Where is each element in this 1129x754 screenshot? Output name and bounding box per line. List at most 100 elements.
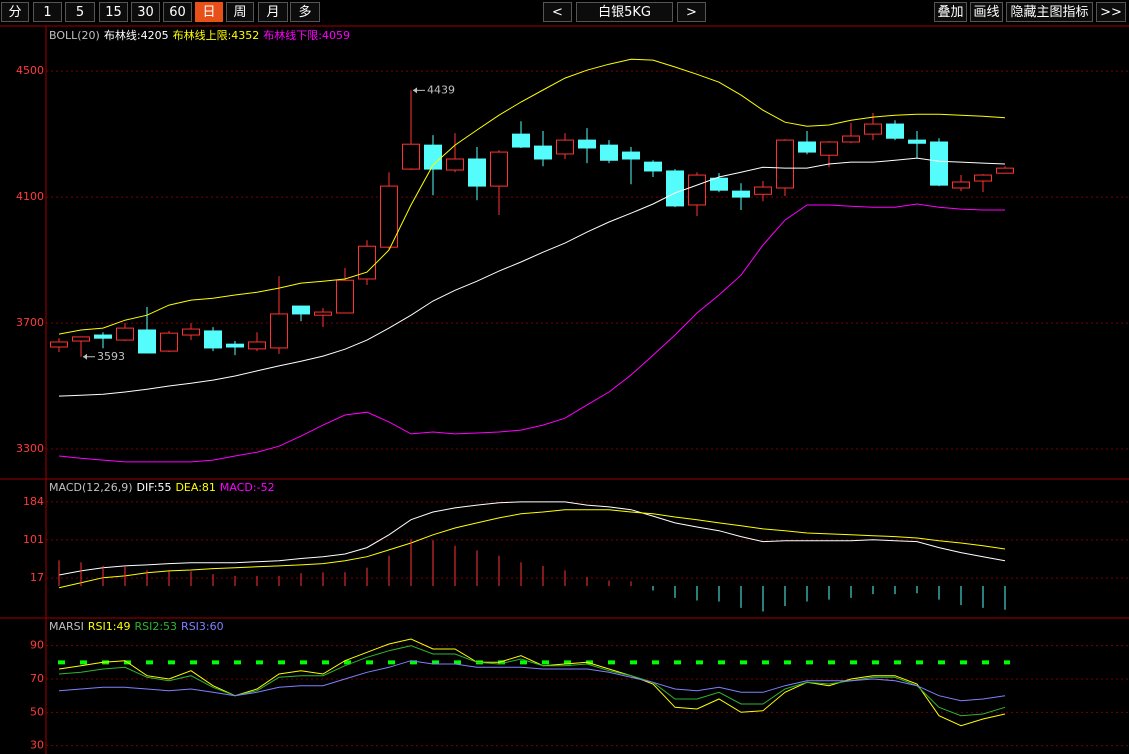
candle-body [886, 123, 904, 139]
period-button[interactable]: 分 [1, 2, 29, 22]
annotation-label: 4439 [427, 83, 455, 96]
legend-value: 49 [116, 620, 130, 633]
y-tick-label: 17 [30, 571, 44, 584]
y-tick-label: 90 [30, 639, 44, 652]
panel-title: MACD(12,26,9) [49, 481, 133, 494]
candle-body [160, 332, 178, 352]
candle-body [820, 141, 838, 156]
candle-body [600, 144, 618, 161]
candle-body [248, 341, 266, 350]
period-button[interactable]: 15 [99, 2, 128, 22]
y-tick-label: 101 [23, 533, 44, 546]
period-button[interactable]: 5 [65, 2, 95, 22]
candle-body [666, 170, 684, 207]
candle-body [732, 190, 750, 198]
period-button[interactable]: 月 [258, 2, 288, 22]
candle-body [908, 139, 926, 144]
legend-value: 55 [157, 481, 171, 494]
legend-value: 60 [210, 620, 224, 633]
period-button[interactable]: 30 [131, 2, 160, 22]
tool-button[interactable]: >> [1096, 2, 1126, 22]
legend-label: RSI2: [134, 620, 163, 633]
legend-value: -52 [257, 481, 275, 494]
period-button[interactable]: 周 [226, 2, 254, 22]
toolbar: 分 1 5 15 30 60 日 周 月 多 < 白银5KG > 叠加 画线 隐… [0, 0, 1129, 25]
candle-body [292, 305, 310, 315]
legend-label: DEA: [175, 481, 201, 494]
candle-body [974, 174, 992, 182]
candle-body [490, 151, 508, 187]
legend-value: 4205 [141, 29, 169, 42]
candle-body [138, 329, 156, 354]
prev-button[interactable]: < [543, 2, 572, 22]
annotation-arrow-head [413, 87, 417, 94]
candle-body [468, 158, 486, 187]
legend-label: 布林线: [104, 28, 141, 42]
indicator-line [58, 203, 1005, 463]
legend-label: RSI1: [88, 620, 117, 633]
candle-body [556, 139, 574, 155]
candle-body [754, 186, 772, 195]
candle-body [622, 151, 640, 160]
tool-button[interactable]: 隐藏主图指标 [1006, 2, 1093, 22]
y-tick-label: 3300 [16, 442, 44, 455]
legend-value: 4352 [231, 29, 259, 42]
candle-body [930, 141, 948, 186]
indicator-line [58, 509, 1006, 589]
indicator-line [58, 645, 1006, 717]
indicator-line [58, 501, 1006, 576]
candle-body [226, 343, 244, 348]
legend-label: RSI3: [181, 620, 210, 633]
legend-value: 81 [202, 481, 216, 494]
candle-body [116, 327, 134, 341]
candle-body [710, 177, 728, 191]
period-button[interactable]: 1 [33, 2, 62, 22]
candle-body [402, 143, 420, 170]
legend-label: 布林线下限: [263, 28, 322, 42]
tool-button[interactable]: 叠加 [934, 2, 967, 22]
candle-body [864, 123, 882, 135]
candle-body [798, 141, 816, 153]
candle-body [688, 174, 706, 206]
candle-body [94, 334, 112, 339]
candle-body [50, 341, 68, 348]
candle-body [952, 181, 970, 189]
candle-body [182, 328, 200, 336]
y-tick-label: 30 [30, 739, 44, 752]
next-button[interactable]: > [677, 2, 706, 22]
y-tick-label: 70 [30, 672, 44, 685]
candle-body [996, 167, 1014, 174]
candle-body [842, 135, 860, 143]
candle-body [72, 336, 90, 342]
candle-body [644, 161, 662, 172]
legend-label: DIF: [137, 481, 158, 494]
y-tick-label: 4100 [16, 190, 44, 203]
candle-body [776, 139, 794, 189]
candle-body [358, 245, 376, 280]
candle-body [534, 145, 552, 160]
indicator-line [58, 660, 1006, 702]
period-button[interactable]: 多 [290, 2, 320, 22]
symbol-name[interactable]: 白银5KG [576, 2, 673, 22]
candle-body [512, 133, 530, 148]
indicator-line [58, 58, 1006, 335]
candle-body [270, 313, 288, 349]
indicator-line [58, 638, 1006, 727]
indicator-line [58, 157, 1006, 397]
period-button[interactable]: 60 [163, 2, 192, 22]
y-tick-label: 50 [30, 705, 44, 718]
panel-title: BOLL(20) [49, 29, 100, 42]
legend-value: 53 [163, 620, 177, 633]
y-tick-label: 184 [23, 495, 44, 508]
candle-body [446, 158, 464, 171]
tool-button[interactable]: 画线 [970, 2, 1003, 22]
candle-body [578, 139, 596, 149]
annotation-arrow-head [83, 353, 87, 360]
candle-body [314, 311, 332, 316]
candle-body [380, 185, 398, 248]
y-tick-label: 4500 [16, 64, 44, 77]
period-button[interactable]: 日 [195, 2, 223, 22]
annotation-label: 3593 [97, 350, 125, 363]
